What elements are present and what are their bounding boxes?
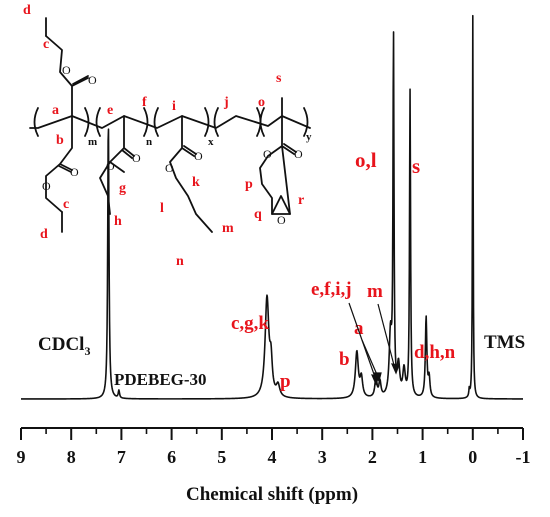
cdcl3-label-sub: 3 xyxy=(84,344,90,358)
struct-letter-q: q xyxy=(254,207,262,222)
o-ester-bonds xyxy=(259,97,297,215)
tms-label: TMS xyxy=(484,332,525,353)
struct-letter-p: p xyxy=(245,177,253,192)
struct-letter-k: k xyxy=(192,175,200,190)
x-axis-ticks xyxy=(20,428,524,440)
peak-label-m: m xyxy=(367,281,383,302)
x-tick-label: 6 xyxy=(167,447,176,467)
bracket-7 xyxy=(213,107,219,137)
x-tick-label: 1 xyxy=(418,447,427,467)
struct-letter-e: e xyxy=(107,103,113,118)
structure-letters: d c a b c d e f g h i j k l m n o s p q … xyxy=(23,3,304,269)
struct-letter-r: r xyxy=(298,193,304,208)
struct-letter-l: l xyxy=(160,201,164,216)
x-tick-label: 8 xyxy=(67,447,76,467)
bracket-9 xyxy=(259,107,265,137)
peak-label-s: s xyxy=(412,154,420,178)
struct-letter-f: f xyxy=(142,95,147,110)
bracket-5 xyxy=(153,107,159,137)
x-tick-label: 7 xyxy=(117,447,126,467)
struct-letter-c-top: c xyxy=(43,37,49,52)
peak-label-b: b xyxy=(339,349,350,370)
struct-letter-m-side: m xyxy=(222,221,234,236)
x-tick-label: 9 xyxy=(17,447,26,467)
peak-label-efij: e,f,i,j xyxy=(311,279,352,300)
oxygen-o-1: O xyxy=(294,147,303,161)
bracket-2 xyxy=(84,107,90,137)
oxygen-top-1: O xyxy=(62,63,71,77)
subscript-n: n xyxy=(146,136,152,148)
x-tick-label: 5 xyxy=(217,447,226,467)
oxygen-bottom-2: O xyxy=(42,179,51,193)
bracket-4 xyxy=(143,107,149,137)
struct-letter-d-bottom: d xyxy=(40,227,48,242)
oxygen-o-2: O xyxy=(263,147,272,161)
peak-annotations: CDCl3 PDEBEG-30 TMS c,g,k p b a e,f,i,j … xyxy=(38,148,525,392)
i-ester-bonds xyxy=(169,115,213,233)
struct-letter-d-top: d xyxy=(23,3,31,18)
subscript-y: y xyxy=(306,131,312,143)
struct-letter-h: h xyxy=(114,214,122,229)
x-axis-tick-labels: 9 8 7 6 5 4 3 2 1 0 -1 xyxy=(17,447,531,467)
subscript-x: x xyxy=(208,136,214,148)
x-tick-label: 3 xyxy=(318,447,327,467)
x-tick-label: 2 xyxy=(368,447,377,467)
cdcl3-label: CDCl3 xyxy=(38,334,90,358)
sample-label: PDEBEG-30 xyxy=(114,370,207,389)
bracket-1 xyxy=(33,107,39,137)
x-tick-label: 0 xyxy=(468,447,477,467)
oxygen-i-1: O xyxy=(194,149,203,163)
top-ester-bonds xyxy=(45,35,89,117)
oxygen-epoxide: O xyxy=(277,213,286,227)
x-axis-title: Chemical shift (ppm) xyxy=(186,484,358,505)
struct-letter-o: o xyxy=(258,95,265,110)
struct-letter-s: s xyxy=(276,71,282,86)
spectrum-line xyxy=(20,14,524,400)
struct-letter-g: g xyxy=(119,181,126,196)
peak-label-a: a xyxy=(354,318,364,339)
peak-label-dhn: d,h,n xyxy=(414,342,456,363)
x-tick-label: -1 xyxy=(516,447,531,467)
structure-subscripts: m n x y xyxy=(88,131,312,148)
struct-letter-n-side: n xyxy=(176,254,184,269)
oxygen-bottom-1: O xyxy=(70,165,79,179)
cdcl3-label-main: CDCl xyxy=(38,334,84,355)
annotation-arrows xyxy=(348,302,400,386)
peak-label-ol: o,l xyxy=(355,148,377,172)
epoxide-bonds xyxy=(271,195,291,215)
backbone-bonds xyxy=(29,115,311,129)
x-tick-label: 4 xyxy=(268,447,277,467)
bracket-6 xyxy=(204,107,210,137)
e-ester-bonds xyxy=(99,115,135,215)
struct-letter-c-bottom: c xyxy=(63,197,69,212)
x-axis: 9 8 7 6 5 4 3 2 1 0 -1 Chemical shift (ppm) xyxy=(17,427,531,505)
chemical-structure: O O O O O O O O O O O d c a b c d e f g … xyxy=(23,3,312,269)
oxygen-top-2: O xyxy=(88,73,97,87)
struct-letter-b: b xyxy=(56,133,64,148)
oxygen-i-2: O xyxy=(165,161,174,175)
struct-letter-a: a xyxy=(52,103,59,118)
oxygen-e-1: O xyxy=(132,151,141,165)
bracket-3 xyxy=(95,107,101,137)
struct-letter-i: i xyxy=(172,99,176,114)
peak-label-p: p xyxy=(280,371,291,392)
oxygen-e-2: O xyxy=(106,159,115,173)
subscript-m: m xyxy=(88,136,97,148)
peak-label-cgk: c,g,k xyxy=(231,313,269,334)
bracket-10 xyxy=(303,107,309,137)
spectrum xyxy=(20,14,524,400)
struct-letter-j: j xyxy=(223,95,229,110)
bottom-ester-bonds xyxy=(45,115,73,213)
